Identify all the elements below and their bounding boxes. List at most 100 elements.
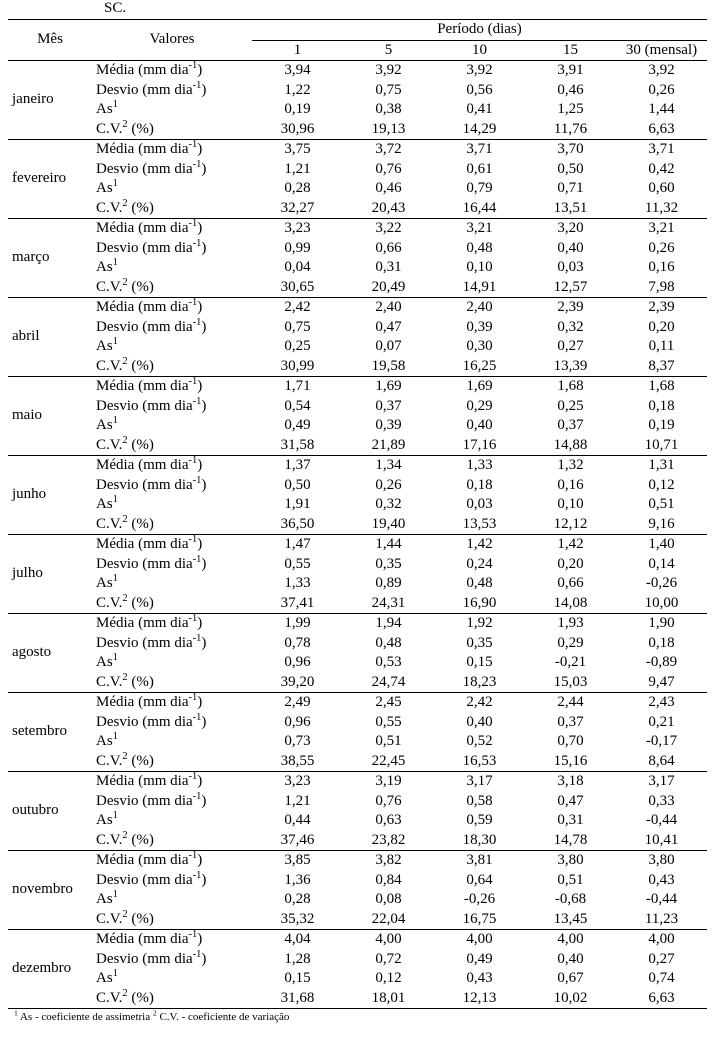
value-cell: 1,44 (343, 535, 434, 555)
value-cell: 1,71 (252, 377, 343, 397)
value-cell: 1,21 (252, 792, 343, 812)
month-cell: dezembro (8, 930, 92, 1009)
value-cell: 2,42 (252, 298, 343, 318)
value-cell: 0,49 (434, 950, 525, 970)
value-cell: 2,42 (434, 693, 525, 713)
row-label-media: Média (mm dia-1) (92, 614, 252, 634)
value-cell: 0,48 (434, 574, 525, 594)
value-cell: 0,46 (343, 179, 434, 199)
value-cell: 0,54 (252, 397, 343, 417)
row-label-as: As1 (92, 179, 252, 199)
month-cell: novembro (8, 851, 92, 930)
value-cell: 0,41 (434, 100, 525, 120)
value-cell: 24,74 (343, 673, 434, 693)
value-cell: 3,81 (434, 851, 525, 871)
value-cell: 16,44 (434, 199, 525, 219)
value-cell: 0,70 (525, 732, 616, 752)
value-cell: 0,55 (343, 713, 434, 733)
value-cell: 6,63 (616, 120, 707, 140)
month-cell: março (8, 219, 92, 298)
value-cell: 0,84 (343, 871, 434, 891)
value-cell: 11,76 (525, 120, 616, 140)
value-cell: 12,12 (525, 515, 616, 535)
value-cell: 10,02 (525, 989, 616, 1009)
value-cell: 3,91 (525, 61, 616, 81)
value-cell: 0,75 (343, 81, 434, 101)
value-cell: 0,59 (434, 811, 525, 831)
value-cell: 1,44 (616, 100, 707, 120)
header-periodo: Período (dias) (252, 20, 707, 41)
value-cell: 1,33 (434, 456, 525, 476)
row-label-media: Média (mm dia-1) (92, 298, 252, 318)
value-cell: 0,38 (343, 100, 434, 120)
value-cell: 0,76 (343, 160, 434, 180)
footnote-text-2: C.V. - coeficiente de variação (157, 1011, 290, 1023)
value-cell: 0,07 (343, 337, 434, 357)
value-cell: 2,43 (616, 693, 707, 713)
value-cell: 0,99 (252, 239, 343, 259)
value-cell: 39,20 (252, 673, 343, 693)
value-cell: -0,44 (616, 811, 707, 831)
value-cell: 1,32 (525, 456, 616, 476)
row-label-as: As1 (92, 100, 252, 120)
value-cell: 0,11 (616, 337, 707, 357)
row-label-desvio: Desvio (mm dia-1) (92, 713, 252, 733)
month-cell: abril (8, 298, 92, 377)
row-label-cv: C.V.2 (%) (92, 910, 252, 930)
value-cell: 0,75 (252, 318, 343, 338)
row-label-media: Média (mm dia-1) (92, 140, 252, 160)
header-mes: Mês (8, 20, 92, 61)
value-cell: 0,78 (252, 634, 343, 654)
row-label-as: As1 (92, 495, 252, 515)
row-label-cv: C.V.2 (%) (92, 278, 252, 298)
value-cell: 0,31 (525, 811, 616, 831)
month-cell: janeiro (8, 61, 92, 140)
value-cell: 2,49 (252, 693, 343, 713)
value-cell: 0,73 (252, 732, 343, 752)
value-cell: 0,96 (252, 653, 343, 673)
value-cell: 12,13 (434, 989, 525, 1009)
value-cell: 3,70 (525, 140, 616, 160)
value-cell: 16,90 (434, 594, 525, 614)
row-label-media: Média (mm dia-1) (92, 772, 252, 792)
value-cell: 0,51 (343, 732, 434, 752)
value-cell: 14,91 (434, 278, 525, 298)
row-label-cv: C.V.2 (%) (92, 594, 252, 614)
value-cell: 0,19 (616, 416, 707, 436)
value-cell: 8,64 (616, 752, 707, 772)
value-cell: 0,35 (434, 634, 525, 654)
value-cell: 1,69 (434, 377, 525, 397)
header-valores: Valores (92, 20, 252, 61)
value-cell: 0,31 (343, 258, 434, 278)
value-cell: 1,92 (434, 614, 525, 634)
value-cell: 16,25 (434, 357, 525, 377)
row-label-as: As1 (92, 337, 252, 357)
month-cell: outubro (8, 772, 92, 851)
value-cell: 0,61 (434, 160, 525, 180)
month-cell: julho (8, 535, 92, 614)
month-cell: junho (8, 456, 92, 535)
value-cell: 0,21 (616, 713, 707, 733)
value-cell: 0,42 (616, 160, 707, 180)
value-cell: 0,15 (434, 653, 525, 673)
value-cell: 22,04 (343, 910, 434, 930)
value-cell: 0,47 (343, 318, 434, 338)
value-cell: 9,47 (616, 673, 707, 693)
row-label-as: As1 (92, 811, 252, 831)
value-cell: 24,31 (343, 594, 434, 614)
value-cell: 0,43 (434, 969, 525, 989)
header-col-10: 10 (434, 40, 525, 61)
row-label-media: Média (mm dia-1) (92, 61, 252, 81)
row-label-as: As1 (92, 732, 252, 752)
value-cell: 0,60 (616, 179, 707, 199)
value-cell: 1,37 (252, 456, 343, 476)
value-cell: 0,10 (525, 495, 616, 515)
row-label-cv: C.V.2 (%) (92, 752, 252, 772)
row-label-cv: C.V.2 (%) (92, 989, 252, 1009)
value-cell: 1,42 (434, 535, 525, 555)
value-cell: 2,45 (343, 693, 434, 713)
row-label-cv: C.V.2 (%) (92, 199, 252, 219)
value-cell: 1,31 (616, 456, 707, 476)
row-label-desvio: Desvio (mm dia-1) (92, 397, 252, 417)
value-cell: 3,92 (343, 61, 434, 81)
